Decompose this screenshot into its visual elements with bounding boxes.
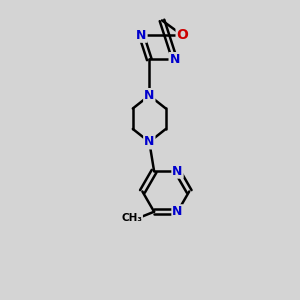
Text: O: O xyxy=(177,28,188,42)
Text: N: N xyxy=(169,53,180,66)
Text: N: N xyxy=(172,165,183,178)
Text: N: N xyxy=(172,205,183,218)
Text: N: N xyxy=(136,29,147,42)
Text: CH₃: CH₃ xyxy=(121,213,142,223)
Text: N: N xyxy=(144,136,154,148)
Text: N: N xyxy=(144,89,154,102)
